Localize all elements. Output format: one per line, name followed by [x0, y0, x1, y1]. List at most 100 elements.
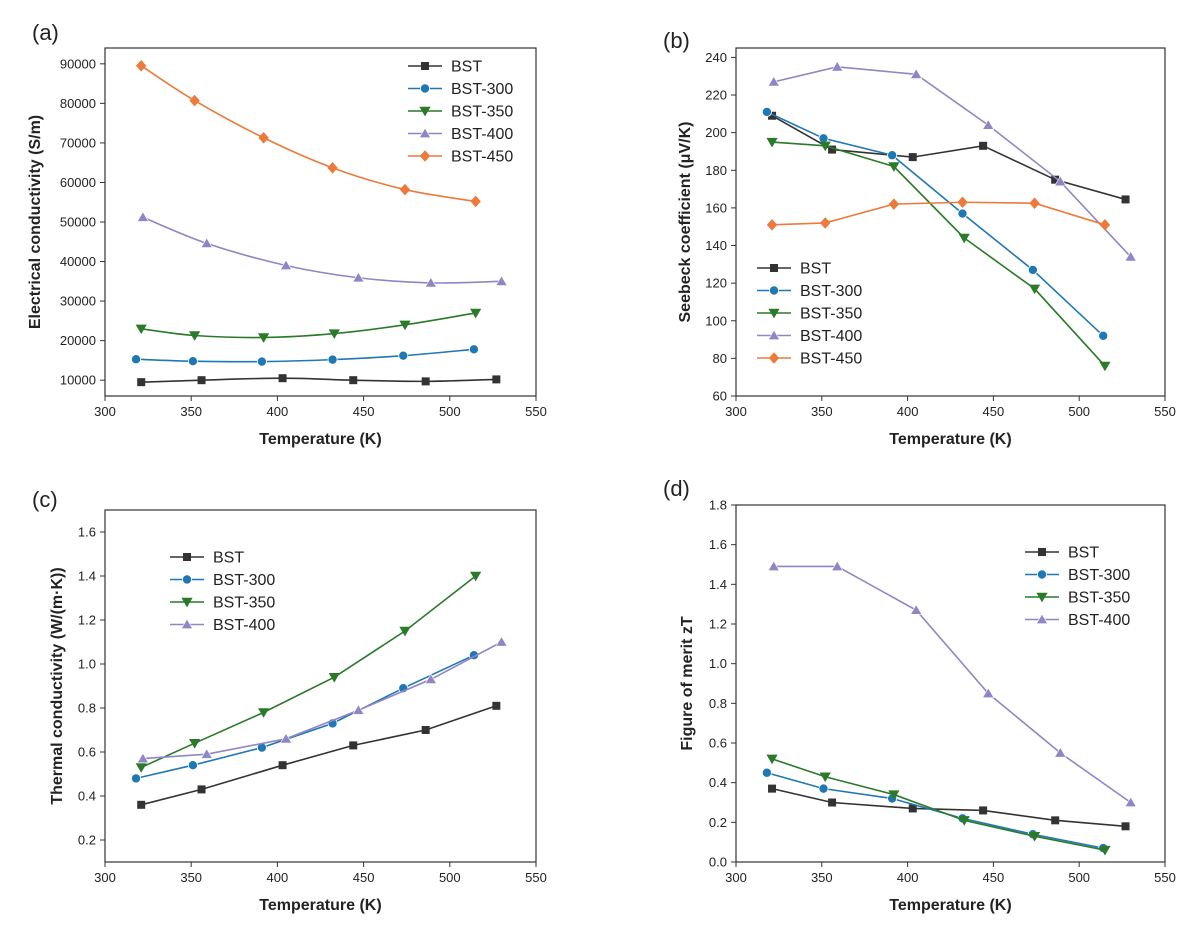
legend-marker — [768, 308, 780, 319]
legend-label: BST — [213, 550, 244, 567]
plot-frame — [104, 47, 537, 397]
legend-marker — [770, 264, 778, 272]
data-point — [136, 59, 147, 72]
data-point — [818, 783, 829, 794]
series-bst-400 — [767, 60, 1137, 262]
data-point — [256, 356, 267, 367]
data-point — [1028, 284, 1041, 295]
chart-panel-4: (d) 300 350 400 450 500 550 0.0 0.2 0.4 0.6 0.8 1.0 1… — [663, 476, 1176, 914]
x-tick-label: 400 — [897, 870, 919, 885]
data-point — [888, 162, 900, 172]
data-point — [197, 785, 206, 794]
y-tick-label: 1.8 — [709, 498, 727, 513]
data-point — [189, 739, 201, 749]
x-tick-label: 450 — [983, 870, 1005, 885]
x-tick-label: 500 — [1068, 404, 1090, 419]
y-tick-label: 60000 — [60, 175, 96, 190]
legend: BST BST-300 BST-350 BST-400 BST-450 — [757, 261, 862, 368]
data-point — [327, 162, 338, 174]
chart-panel-1: (a) 300 350 400 450 500 550 10000 20000 30000 4000… — [27, 20, 547, 448]
y-tick-label: 40000 — [60, 254, 96, 269]
data-point — [399, 320, 411, 331]
y-tick-label: 0.8 — [709, 696, 727, 711]
x-tick-label: 550 — [525, 404, 547, 419]
legend-marker — [1035, 613, 1049, 625]
x-axis-title: Temperature (K) — [889, 431, 1011, 448]
series-bst-450 — [766, 196, 1111, 231]
series-bst-350 — [135, 571, 482, 773]
data-point — [761, 767, 772, 778]
data-point — [910, 604, 923, 615]
series-line — [141, 377, 497, 383]
y-tick-label: 0.2 — [709, 815, 727, 830]
x-axis-title: Temperature (K) — [889, 897, 1011, 914]
data-point — [957, 196, 968, 209]
data-point — [492, 701, 501, 710]
data-point — [424, 276, 437, 288]
data-point — [1028, 832, 1041, 842]
y-tick-label: 70000 — [60, 135, 96, 150]
data-point — [1029, 197, 1040, 209]
series-line — [141, 705, 497, 806]
y-tick-label: 200 — [705, 125, 727, 140]
x-tick-label: 350 — [180, 404, 202, 419]
y-axis-title: Figure of merit zT — [679, 616, 696, 750]
x-axis-title: Temperature (K) — [259, 431, 381, 448]
y-axis-title: Thermal conductivity (W/(m·K)) — [49, 567, 66, 804]
data-point — [888, 198, 900, 210]
data-point — [957, 208, 968, 219]
panel-label: (c) — [32, 487, 58, 512]
series-line — [771, 115, 1126, 201]
x-tick-label: 300 — [725, 870, 747, 885]
legend-label: BST — [1068, 545, 1099, 562]
series-bst-300 — [761, 106, 1109, 341]
x-tick-label: 450 — [353, 870, 375, 885]
data-point — [136, 752, 150, 764]
y-tick-label: 0.4 — [78, 789, 96, 804]
series-bst-350 — [135, 308, 482, 343]
series-bst-400 — [767, 560, 1137, 808]
data-point — [352, 271, 365, 283]
series-bst — [137, 701, 501, 809]
y-tick-label: 1.6 — [709, 537, 727, 552]
legend-label: BST-350 — [800, 306, 862, 323]
legend-label: BST-300 — [451, 81, 513, 98]
series-bst — [137, 374, 501, 387]
data-point — [278, 761, 287, 770]
series-line — [773, 565, 1132, 804]
data-point — [137, 378, 146, 387]
data-point — [766, 219, 778, 231]
data-point — [279, 732, 293, 744]
y-tick-label: 120 — [705, 276, 727, 291]
x-tick-label: 450 — [353, 404, 375, 419]
series-bst-300 — [131, 650, 479, 784]
legend: BST BST-300 BST-350 BST-400 — [1025, 545, 1130, 629]
data-point — [468, 344, 479, 355]
x-tick-label: 550 — [1154, 870, 1176, 885]
series-line — [772, 201, 1106, 226]
y-tick-label: 100 — [705, 313, 727, 328]
data-point — [1124, 796, 1137, 808]
legend-label: BST — [800, 261, 831, 278]
data-point — [888, 790, 900, 800]
legend-marker — [769, 285, 780, 296]
legend-label: BST-350 — [451, 104, 513, 121]
data-point — [399, 626, 411, 637]
data-point — [1098, 330, 1109, 341]
legend-marker — [767, 329, 781, 341]
data-point — [187, 356, 198, 367]
x-tick-label: 350 — [811, 870, 833, 885]
data-point — [189, 94, 200, 107]
data-point — [492, 375, 501, 384]
x-tick-label: 550 — [1154, 404, 1176, 419]
data-point — [352, 704, 365, 715]
data-point — [1051, 816, 1060, 825]
data-point — [767, 75, 780, 87]
data-point — [258, 131, 269, 144]
data-point — [470, 195, 481, 208]
y-tick-label: 0.6 — [709, 736, 727, 751]
series-line — [773, 66, 1132, 258]
legend-marker — [180, 618, 194, 630]
data-point — [200, 237, 213, 248]
series-bst-400 — [136, 211, 508, 288]
